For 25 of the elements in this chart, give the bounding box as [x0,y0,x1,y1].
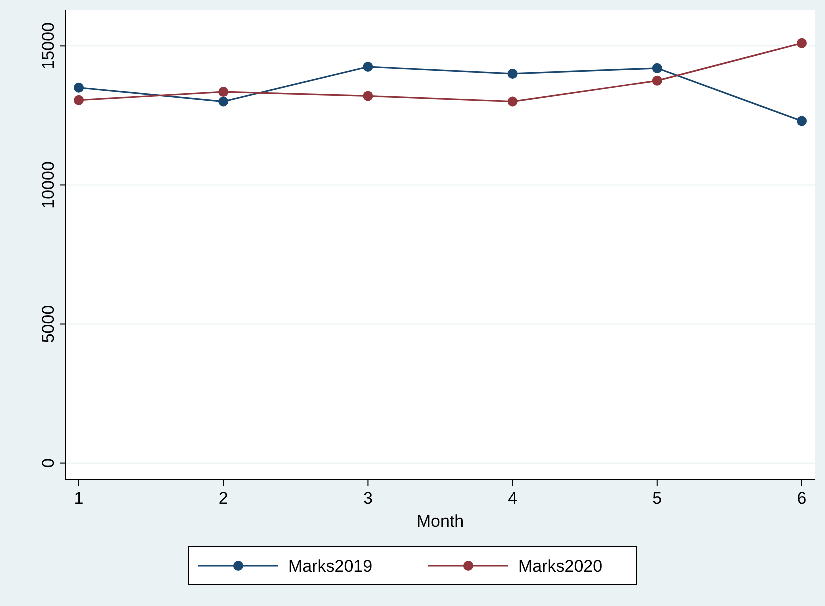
x-axis-title: Month [416,512,464,531]
x-tick-label: 5 [652,489,662,508]
point [218,87,229,98]
y-tick-label: 5000 [39,305,58,344]
point [74,82,84,93]
point [796,38,807,48]
point [508,68,518,79]
point [363,91,374,102]
x-tick-label: 6 [797,489,807,508]
point [796,116,807,126]
legend-label: Marks2019 [288,557,373,576]
point [218,96,229,107]
point [363,62,374,72]
point [652,76,662,86]
x-tick-label: 3 [363,489,373,508]
y-tick-label: 0 [39,458,58,468]
legend-label: Marks2020 [518,557,603,576]
x-tick-label: 4 [508,489,518,508]
x-tick-label: 2 [218,489,228,508]
y-tick-label: 10000 [39,162,58,209]
y-tick-label: 15000 [39,22,58,70]
point [652,63,662,74]
point [508,96,518,107]
point [74,95,84,106]
x-tick-label: 1 [74,489,84,508]
